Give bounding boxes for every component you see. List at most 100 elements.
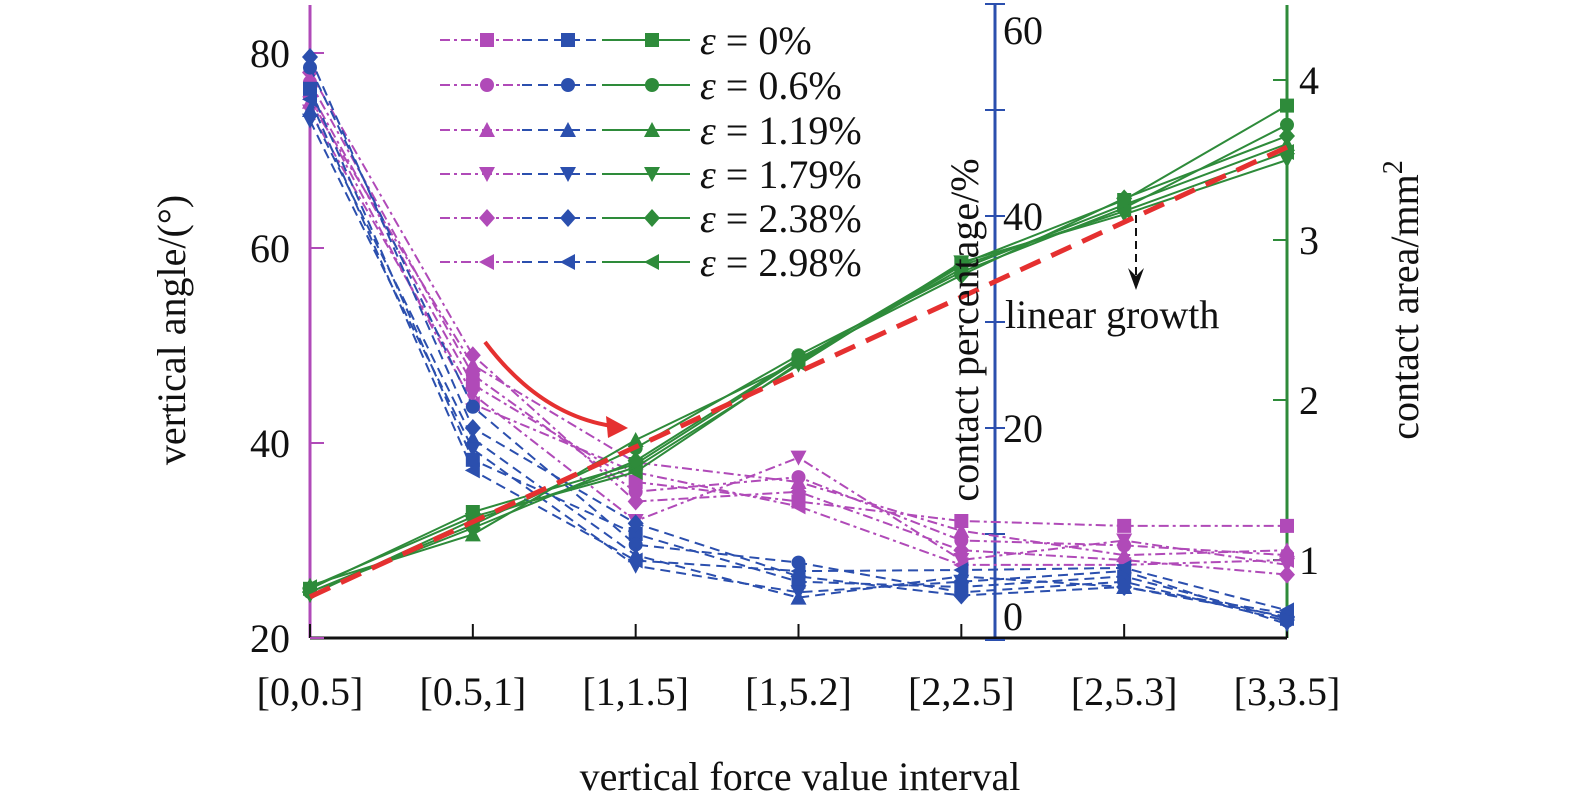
axes: [0,0.5] [0.5,1] [1,1.5] [1,5.2] [2,2.5] [2,5.… xyxy=(250,3,1340,714)
square-marker xyxy=(465,452,480,467)
black-arrowhead xyxy=(1128,268,1144,290)
left-tick-label: 20 xyxy=(250,616,290,661)
diamond-marker xyxy=(627,451,644,470)
triangle-left-marker xyxy=(1279,602,1294,619)
diamond-marker xyxy=(479,209,495,227)
diamond-marker xyxy=(560,209,576,227)
right-series xyxy=(302,144,1294,596)
circle-marker xyxy=(628,537,643,552)
left-series xyxy=(302,63,1295,584)
triangle-left-marker xyxy=(953,257,969,274)
red-curved-arrow xyxy=(483,340,613,428)
legend-value: = 1.79% xyxy=(716,152,862,197)
legend-label: ε = 1.19% xyxy=(700,108,862,153)
x-tick-label: [0.5,1] xyxy=(420,669,527,714)
middle-series xyxy=(302,91,1294,619)
legend-item: ε = 0% xyxy=(440,18,812,63)
triangle-left-marker xyxy=(644,254,659,270)
legend-item: ε = 2.38% xyxy=(440,196,862,241)
legend-label: ε = 0.6% xyxy=(700,63,842,108)
legend-item: ε = 1.19% xyxy=(440,108,862,153)
left-tick-label: 60 xyxy=(250,226,290,271)
square-marker xyxy=(645,33,659,47)
right-tick-label: 2 xyxy=(1299,378,1319,423)
triangle-left-marker xyxy=(627,552,643,569)
middle-tick-label: 20 xyxy=(1003,406,1043,451)
right-tick-label: 1 xyxy=(1299,538,1319,583)
circle-marker xyxy=(480,78,494,92)
x-tick-label: [1,1.5] xyxy=(582,669,689,714)
diamond-marker xyxy=(464,346,481,365)
triangle-left-marker xyxy=(1279,552,1294,568)
circle-marker xyxy=(645,78,659,92)
plot-area xyxy=(302,48,1295,633)
triangle-up-marker xyxy=(560,122,576,137)
epsilon-symbol: ε xyxy=(700,108,716,153)
triangle-left-marker xyxy=(790,563,806,580)
triangle-down-marker xyxy=(644,167,660,182)
triangle-up-marker xyxy=(953,522,970,538)
linear-growth-annotation: linear growth xyxy=(1005,292,1219,337)
middle-axis-label: contact percentage/% xyxy=(942,158,987,501)
triangle-down-marker xyxy=(953,553,970,568)
triangle-left-marker xyxy=(1279,144,1294,160)
legend-label: ε = 1.79% xyxy=(700,152,862,197)
triangle-down-marker xyxy=(1116,533,1133,549)
legend-item: ε = 0.6% xyxy=(440,63,842,108)
red-arrowhead xyxy=(606,416,628,438)
square-marker xyxy=(954,514,969,528)
square-marker xyxy=(480,33,494,47)
diamond-marker xyxy=(953,586,970,605)
legend-value: = 1.19% xyxy=(716,108,862,153)
triangle-left-marker xyxy=(302,579,317,596)
middle-tick-label: 0 xyxy=(1003,594,1023,639)
triangle-down-marker xyxy=(479,167,495,182)
triangle-left-marker xyxy=(1116,559,1132,576)
triangle-left-marker xyxy=(790,355,806,372)
diamond-marker xyxy=(953,541,970,560)
x-tick-label: [1,5.2] xyxy=(745,669,852,714)
legend-item: ε = 1.79% xyxy=(440,152,862,197)
legend-value: = 0% xyxy=(716,18,812,63)
triangle-left-marker xyxy=(560,254,575,270)
triangle-up-marker xyxy=(479,122,495,137)
diamond-marker xyxy=(302,48,318,66)
circle-marker xyxy=(465,399,480,414)
triangle-down-marker xyxy=(464,387,481,403)
right-tick-label: 3 xyxy=(1299,218,1319,263)
diamond-marker xyxy=(627,514,644,533)
epsilon-symbol: ε xyxy=(700,18,716,63)
epsilon-symbol: ε xyxy=(700,196,716,241)
triangle-left-marker xyxy=(479,254,494,270)
triangle-left-marker xyxy=(464,462,480,479)
triangle-up-marker xyxy=(790,474,807,489)
x-tick-label: [2,5.3] xyxy=(1071,669,1178,714)
legend-value: = 2.98% xyxy=(716,240,862,285)
diamond-marker xyxy=(627,492,644,511)
middle-tick-label: 60 xyxy=(1003,8,1043,53)
legend: ε = 0%ε = 0.6%ε = 1.19%ε = 1.79%ε = 2.38… xyxy=(440,18,862,285)
linear-fit-line xyxy=(308,144,1289,600)
square-marker xyxy=(628,475,643,489)
triangle-down-marker xyxy=(790,585,807,601)
triangle-down-marker xyxy=(464,442,481,458)
epsilon-symbol: ε xyxy=(700,152,716,197)
triangle-left-marker xyxy=(627,464,643,480)
triangle-up-marker xyxy=(464,357,481,372)
x-tick-label: [0,0.5] xyxy=(257,669,364,714)
circle-marker xyxy=(561,78,575,92)
square-marker xyxy=(561,33,575,47)
diamond-marker xyxy=(644,209,660,227)
legend-item: ε = 2.98% xyxy=(440,240,862,285)
circle-marker xyxy=(1280,117,1294,132)
left-tick-label: 80 xyxy=(250,31,290,76)
diamond-marker xyxy=(1279,565,1295,584)
legend-value: = 0.6% xyxy=(716,63,842,108)
triangle-up-marker xyxy=(627,432,644,447)
circle-marker xyxy=(628,484,643,499)
triangle-up-marker xyxy=(302,102,318,117)
triangle-up-marker xyxy=(644,122,660,137)
left-tick-label: 40 xyxy=(250,421,290,466)
x-tick-label: [2,2.5] xyxy=(908,669,1015,714)
